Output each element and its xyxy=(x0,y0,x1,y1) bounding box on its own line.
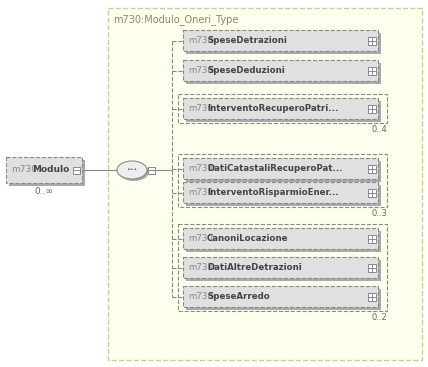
FancyBboxPatch shape xyxy=(186,161,381,182)
Text: Modulo: Modulo xyxy=(32,166,69,174)
FancyBboxPatch shape xyxy=(183,158,378,179)
FancyBboxPatch shape xyxy=(368,189,376,196)
Text: m730:Modulo_Oneri_Type: m730:Modulo_Oneri_Type xyxy=(113,15,238,25)
Text: DatiAltreDetrazioni: DatiAltreDetrazioni xyxy=(207,263,302,272)
FancyBboxPatch shape xyxy=(186,289,381,310)
FancyBboxPatch shape xyxy=(186,63,381,84)
Text: SpeseDetrazioni: SpeseDetrazioni xyxy=(207,36,287,45)
Text: m730:: m730: xyxy=(188,36,216,45)
FancyBboxPatch shape xyxy=(368,66,376,75)
Text: m730:: m730: xyxy=(188,104,216,113)
Text: SpeseArredo: SpeseArredo xyxy=(207,292,270,301)
Ellipse shape xyxy=(119,163,149,181)
Text: 0..∞: 0..∞ xyxy=(35,186,54,196)
FancyBboxPatch shape xyxy=(368,36,376,44)
Text: 0..3: 0..3 xyxy=(371,209,387,218)
FancyBboxPatch shape xyxy=(108,8,422,360)
Text: InterventoRisparmioEner...: InterventoRisparmioEner... xyxy=(207,188,339,197)
Text: m730:: m730: xyxy=(188,234,216,243)
FancyBboxPatch shape xyxy=(368,105,376,113)
FancyBboxPatch shape xyxy=(186,33,381,54)
FancyBboxPatch shape xyxy=(368,164,376,172)
Text: DatiCatastaliRecuperoPat...: DatiCatastaliRecuperoPat... xyxy=(207,164,343,173)
FancyBboxPatch shape xyxy=(9,160,85,186)
FancyBboxPatch shape xyxy=(186,101,381,122)
FancyBboxPatch shape xyxy=(74,167,80,174)
Text: 0..4: 0..4 xyxy=(371,125,387,134)
FancyBboxPatch shape xyxy=(368,264,376,272)
Text: m730:: m730: xyxy=(188,292,216,301)
FancyBboxPatch shape xyxy=(6,157,82,183)
Text: •••: ••• xyxy=(126,167,138,172)
Text: m730:: m730: xyxy=(11,166,40,174)
Ellipse shape xyxy=(117,161,147,179)
Text: InterventoRecuperoPatri...: InterventoRecuperoPatri... xyxy=(207,104,339,113)
FancyBboxPatch shape xyxy=(183,286,378,307)
Text: m730:: m730: xyxy=(188,66,216,75)
Text: m730:: m730: xyxy=(188,188,216,197)
FancyBboxPatch shape xyxy=(183,98,378,119)
FancyBboxPatch shape xyxy=(149,167,155,174)
FancyBboxPatch shape xyxy=(183,228,378,249)
FancyBboxPatch shape xyxy=(183,60,378,81)
FancyBboxPatch shape xyxy=(186,231,381,252)
FancyBboxPatch shape xyxy=(186,260,381,281)
Text: CanoniLocazione: CanoniLocazione xyxy=(207,234,288,243)
FancyBboxPatch shape xyxy=(368,292,376,301)
Text: m730:: m730: xyxy=(188,164,216,173)
Text: m730:: m730: xyxy=(188,263,216,272)
FancyBboxPatch shape xyxy=(368,235,376,243)
FancyBboxPatch shape xyxy=(183,30,378,51)
FancyBboxPatch shape xyxy=(183,257,378,278)
Text: 0..2: 0..2 xyxy=(371,313,387,322)
Text: SpeseDeduzioni: SpeseDeduzioni xyxy=(207,66,285,75)
FancyBboxPatch shape xyxy=(183,182,378,203)
FancyBboxPatch shape xyxy=(186,185,381,206)
